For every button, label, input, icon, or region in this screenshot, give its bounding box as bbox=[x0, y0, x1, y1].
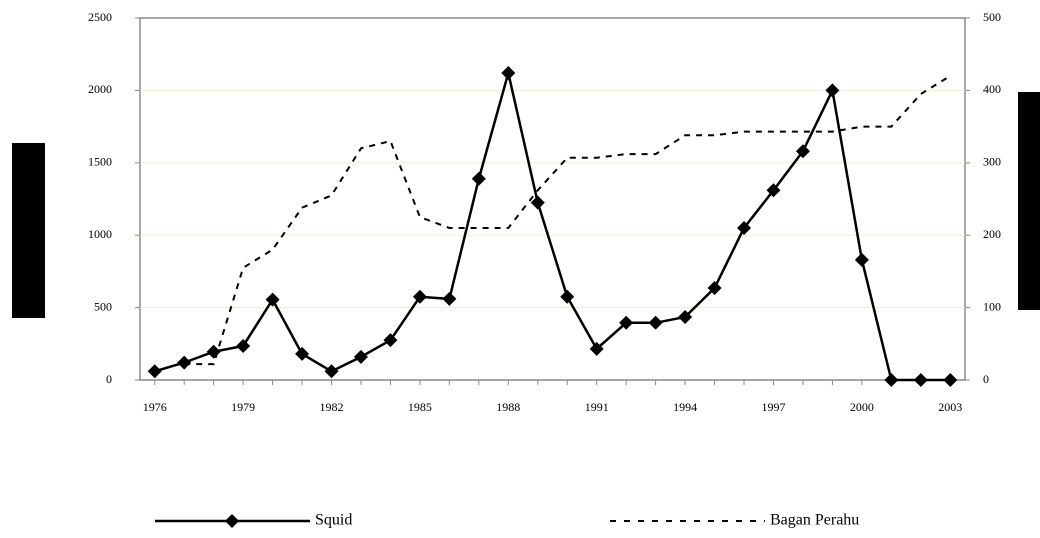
point-marker bbox=[678, 310, 693, 325]
legend-label: Bagan Perahu bbox=[770, 512, 859, 529]
point-marker bbox=[236, 338, 251, 353]
series-line bbox=[154, 72, 951, 382]
x-tick-label: 2003 bbox=[938, 400, 962, 414]
point-marker bbox=[884, 373, 899, 387]
y-tick-label: 0 bbox=[106, 372, 112, 386]
legend-label: Squid bbox=[315, 512, 352, 529]
y2-tick-label: 100 bbox=[983, 299, 1001, 313]
point-marker bbox=[206, 344, 221, 359]
point-marker bbox=[383, 333, 398, 348]
y-tick-label: 2000 bbox=[88, 82, 112, 96]
point-marker bbox=[943, 373, 958, 387]
y2-tick-label: 0 bbox=[983, 372, 989, 386]
point-marker bbox=[353, 349, 368, 364]
y2-tick-label: 500 bbox=[983, 10, 1001, 24]
redacted-axis-label bbox=[12, 143, 45, 318]
point-marker bbox=[265, 292, 280, 307]
point-marker bbox=[295, 346, 310, 361]
y2-tick-label: 300 bbox=[983, 155, 1001, 169]
point-marker bbox=[324, 364, 339, 379]
x-tick-label: 1976 bbox=[143, 400, 167, 414]
y-tick-label: 500 bbox=[94, 299, 112, 313]
point-marker bbox=[412, 289, 427, 304]
point-marker bbox=[589, 341, 604, 356]
point-marker bbox=[501, 66, 516, 81]
point-marker bbox=[913, 373, 928, 387]
x-tick-label: 1979 bbox=[231, 400, 255, 414]
point-marker bbox=[619, 315, 634, 330]
point-marker bbox=[825, 83, 840, 98]
point-marker bbox=[648, 315, 663, 330]
x-tick-label: 1988 bbox=[496, 400, 520, 414]
x-tick-label: 1994 bbox=[673, 400, 697, 414]
redacted-axis-label bbox=[1018, 92, 1040, 310]
x-tick-label: 1985 bbox=[408, 400, 432, 414]
point-marker bbox=[795, 144, 810, 159]
series-line bbox=[184, 75, 951, 366]
y2-tick-label: 200 bbox=[983, 227, 1001, 241]
x-tick-label: 2000 bbox=[850, 400, 874, 414]
x-tick-label: 1997 bbox=[761, 400, 785, 414]
point-marker bbox=[177, 355, 192, 370]
y-tick-label: 1000 bbox=[88, 227, 112, 241]
point-marker bbox=[854, 252, 869, 267]
x-tick-label: 1982 bbox=[320, 400, 344, 414]
point-marker bbox=[737, 220, 752, 235]
point-marker bbox=[471, 171, 486, 186]
legend-marker bbox=[225, 514, 239, 528]
plot-frame bbox=[139, 17, 966, 381]
point-marker bbox=[442, 291, 457, 306]
y2-tick-label: 400 bbox=[983, 82, 1001, 96]
point-marker bbox=[147, 364, 162, 379]
point-marker bbox=[766, 183, 781, 198]
y-tick-label: 2500 bbox=[88, 10, 112, 24]
x-tick-label: 1991 bbox=[585, 400, 609, 414]
point-marker bbox=[560, 289, 575, 304]
y-tick-label: 1500 bbox=[88, 155, 112, 169]
point-marker bbox=[707, 281, 722, 296]
point-marker bbox=[530, 195, 545, 210]
